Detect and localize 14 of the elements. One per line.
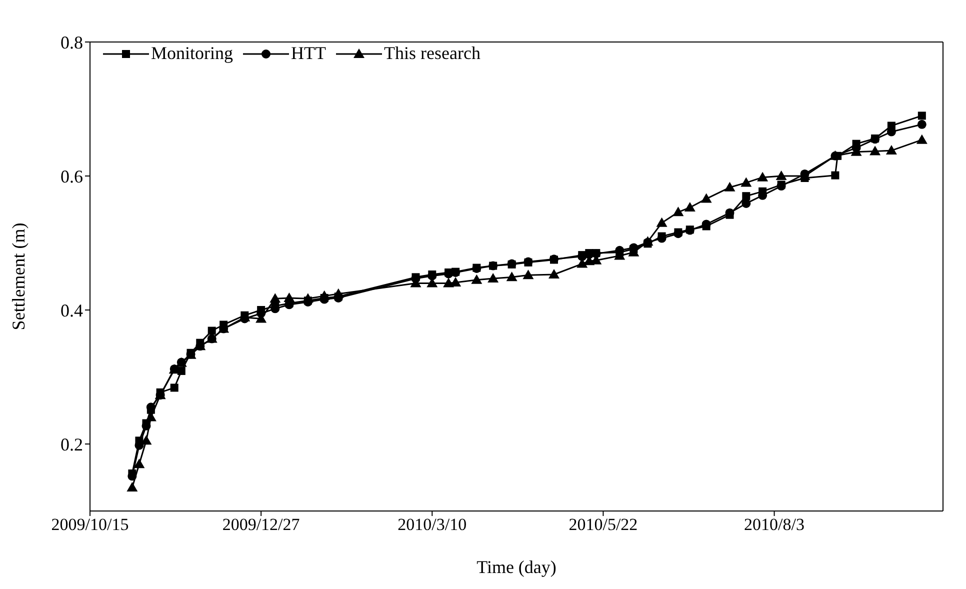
- x-tick-label: 2009/10/15: [51, 515, 129, 534]
- legend-label: Monitoring: [151, 43, 234, 64]
- y-axis-title: Settlement (m): [8, 222, 28, 330]
- x-tick-label: 2009/12/27: [222, 515, 300, 534]
- legend-label: This research: [384, 43, 480, 64]
- y-tick-label: 0.6: [60, 166, 83, 186]
- x-tick-label: 2010/8/3: [744, 515, 804, 534]
- x-tick-label: 2010/3/10: [398, 515, 467, 534]
- x-axis-title: Time (day): [476, 557, 556, 577]
- y-tick-label: 0.2: [60, 434, 83, 454]
- legend-label: HTT: [291, 43, 326, 64]
- x-tick-label: 2010/5/22: [568, 515, 638, 534]
- y-tick-label: 0.4: [60, 300, 83, 320]
- y-tick-label: 0.8: [60, 32, 83, 52]
